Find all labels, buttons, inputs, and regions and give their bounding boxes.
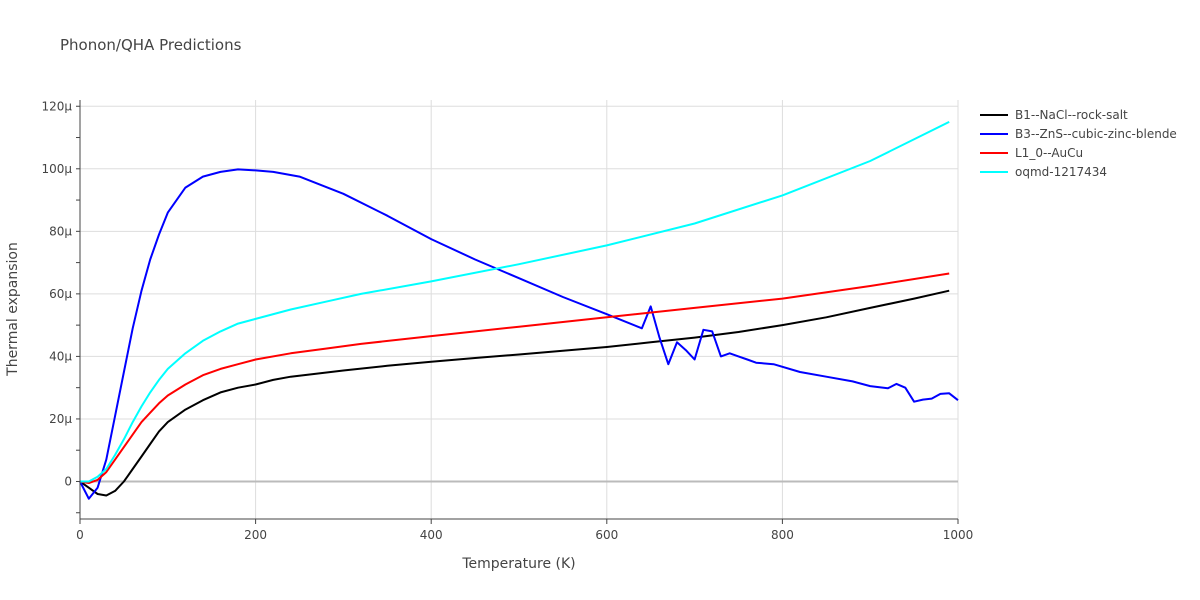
legend-item[interactable]: L1_0--AuCu bbox=[980, 146, 1083, 160]
legend-label: B1--NaCl--rock-salt bbox=[1015, 108, 1128, 122]
grid-lines bbox=[80, 100, 959, 519]
legend-label: B3--ZnS--cubic-zinc-blende bbox=[1015, 127, 1177, 141]
x-tick-label: 400 bbox=[420, 528, 443, 542]
series-line-3 bbox=[79, 272, 950, 484]
y-tick-label: 40μ bbox=[49, 349, 72, 363]
legend-label: L1_0--AuCu bbox=[1015, 146, 1083, 160]
x-tick-label: 800 bbox=[771, 528, 794, 542]
legend-label: oqmd-1217434 bbox=[1015, 165, 1107, 179]
chart-title: Phonon/QHA Predictions bbox=[60, 36, 242, 54]
legend-item[interactable]: B1--NaCl--rock-salt bbox=[980, 108, 1128, 122]
legend[interactable]: B1--NaCl--rock-salt B3--ZnS--cubic-zinc-b… bbox=[980, 108, 1177, 179]
x-tick-label: 0 bbox=[76, 528, 84, 542]
x-axis-title: Temperature (K) bbox=[461, 556, 575, 572]
y-axis-title: Thermal expansion bbox=[5, 242, 21, 377]
axes: 0 200 400 600 800 1000 0 20μ 40μ 60μ 80μ 100μ 120μ bbox=[41, 99, 973, 542]
legend-item[interactable]: B3--ZnS--cubic-zinc-blende bbox=[980, 127, 1177, 141]
y-tick-label: 80μ bbox=[49, 224, 72, 238]
legend-item[interactable]: oqmd-1217434 bbox=[980, 165, 1107, 179]
series-line-2 bbox=[79, 168, 959, 500]
series-line-4 bbox=[80, 121, 950, 483]
y-tick-label: 120μ bbox=[41, 99, 72, 113]
series-line-1 bbox=[79, 289, 950, 497]
x-tick-label: 200 bbox=[244, 528, 267, 542]
x-tick-label: 1000 bbox=[943, 528, 974, 542]
x-tick-label: 600 bbox=[595, 528, 618, 542]
y-tick-label: 0 bbox=[64, 474, 72, 488]
series-lines bbox=[79, 121, 959, 500]
y-tick-label: 20μ bbox=[49, 412, 72, 426]
y-tick-label: 100μ bbox=[41, 162, 72, 176]
y-tick-label: 60μ bbox=[49, 287, 72, 301]
